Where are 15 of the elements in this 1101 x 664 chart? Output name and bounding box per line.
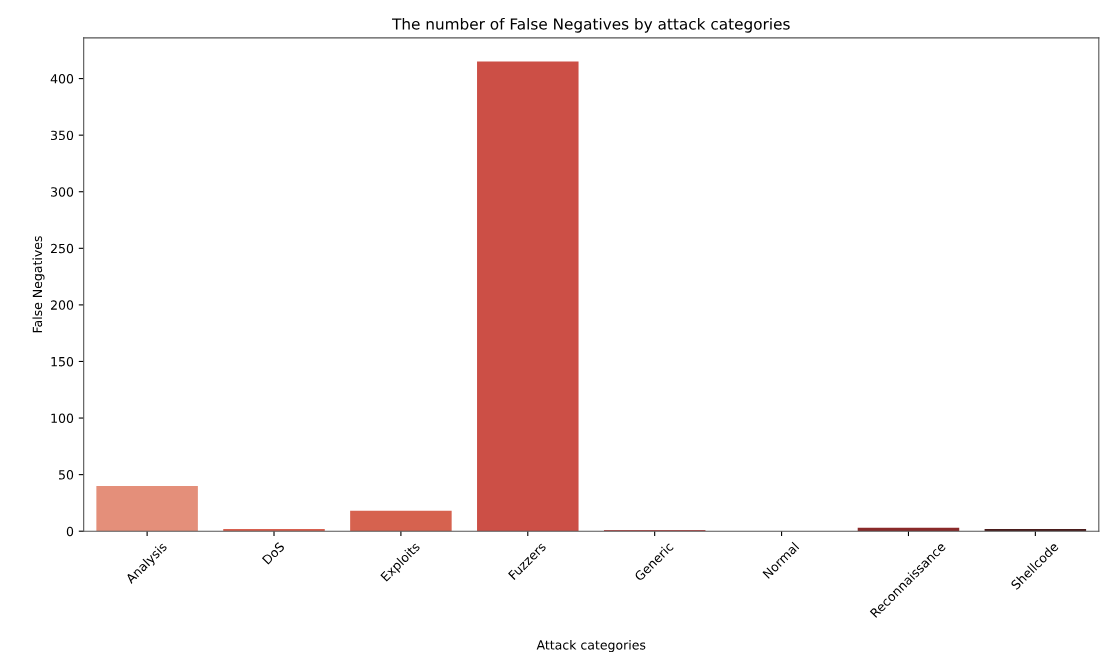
bar [477, 61, 579, 532]
bar [96, 485, 198, 532]
x-axis-title: Attack categories [536, 639, 646, 653]
y-tick-label: 400 [50, 74, 74, 84]
y-tick-label: 0 [66, 526, 74, 537]
y-tick-label: 250 [51, 243, 74, 254]
y-tick-label: 200 [51, 300, 74, 310]
y-tick-label: 300 [51, 187, 74, 197]
chart-title: The number of False Negatives by attack categories [391, 17, 790, 33]
y-tick-label: 150 [51, 356, 74, 367]
y-tick-label: 100 [51, 413, 74, 423]
y-axis-title: False Negatives [32, 236, 45, 333]
y-tick-label: 350 [51, 130, 74, 141]
bar [350, 510, 452, 532]
y-tick-label: 50 [59, 470, 74, 480]
